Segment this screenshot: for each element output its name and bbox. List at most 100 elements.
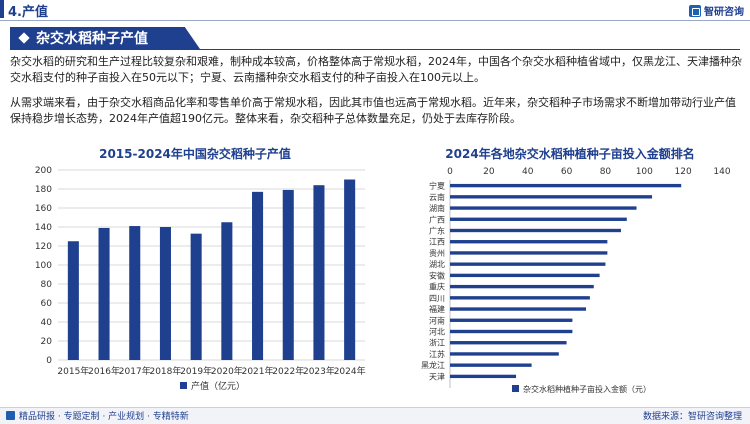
chart2-title: 2024年各地杂交水稻种植种子亩投入金额排名 xyxy=(445,147,695,161)
brand-icon xyxy=(6,411,15,420)
bar xyxy=(450,341,567,345)
bar xyxy=(129,226,141,360)
y-tick-label: 江苏 xyxy=(429,349,445,359)
y-tick-label: 江西 xyxy=(429,238,445,247)
bar xyxy=(450,251,608,255)
bar xyxy=(252,191,264,360)
bar xyxy=(450,273,600,278)
x-tick-label: 2024年 xyxy=(334,365,366,377)
x-tick-label: 2015年 xyxy=(57,365,89,377)
y-tick-label: 河北 xyxy=(429,327,445,337)
footer-tagline-text: 精品研报 · 专题定制 · 产业规划 · 专精特新 xyxy=(19,412,189,422)
footer-source: 数据来源：智研咨询整理 xyxy=(642,412,742,422)
y-tick-label: 天津 xyxy=(429,371,445,381)
x-tick-label: 100 xyxy=(636,167,653,177)
section-title: 4.产值 xyxy=(8,5,48,20)
legend-label: 产值（亿元） xyxy=(191,380,245,392)
footer-tagline: 精品研报 · 专题定制 · 产业规划 · 专精特新 xyxy=(6,409,189,422)
x-tick-label: 60 xyxy=(561,167,573,177)
banner-underline xyxy=(10,49,740,50)
bar xyxy=(221,222,233,360)
y-tick-label: 宁夏 xyxy=(429,181,445,191)
y-tick-label: 广东 xyxy=(429,226,445,236)
bar xyxy=(450,374,517,379)
y-tick-label: 120 xyxy=(35,242,52,252)
seed-cost-ranking-chart: 0 20 40 60 80 100 120 140 宁夏云南湖南广西广东江西贵州湖北安徽重庆四川… xyxy=(421,167,731,394)
y-tick-label: 云南 xyxy=(429,192,445,202)
bar xyxy=(67,241,79,360)
x-tick-label: 2019年 xyxy=(180,365,212,377)
y-tick-label: 重庆 xyxy=(429,282,445,292)
x-tick-label: 0 xyxy=(447,167,453,177)
bar xyxy=(159,227,171,360)
y-tick-label: 60 xyxy=(41,299,53,309)
x-tick-label: 2017年 xyxy=(119,365,151,377)
x-tick-label: 2022年 xyxy=(272,365,304,377)
bar xyxy=(282,189,294,360)
bar xyxy=(450,284,594,289)
y-tick-label: 200 xyxy=(35,166,52,176)
legend-label: 杂交水稻种植种子亩投入金额（元） xyxy=(523,384,651,394)
y-tick-label: 河南 xyxy=(429,315,445,325)
bar xyxy=(450,240,608,244)
y-tick-label: 浙江 xyxy=(429,338,445,348)
y-tick-label: 安徽 xyxy=(429,270,445,280)
x-tick-label: 140 xyxy=(713,167,730,177)
y-tick-label: 黑龙江 xyxy=(421,360,445,370)
bar xyxy=(450,318,573,322)
paragraph-2: 从需求端来看，由于杂交水稻商品化率和零售单价高于常规水稻，因此其市值也远高于常规… xyxy=(10,96,736,125)
x-tick-label: 80 xyxy=(600,167,612,177)
output-value-chart: 0204060801001201401601802002015年2016年201… xyxy=(35,166,366,392)
bar xyxy=(190,233,202,360)
paragraph-1: 杂交水稻的研究和生产过程比较复杂和艰难，制种成本较高，价格整体高于常规水稻，20… xyxy=(10,55,742,84)
logo-text: 智研咨询 xyxy=(704,7,744,18)
bar xyxy=(450,195,653,199)
bar xyxy=(98,227,110,360)
banner-title: 杂交水稻种子产值 xyxy=(36,31,148,47)
bar xyxy=(450,352,559,356)
bar xyxy=(450,183,682,188)
y-tick-label: 160 xyxy=(35,204,52,214)
section-accent xyxy=(0,0,4,18)
y-tick-label: 贵州 xyxy=(429,248,445,258)
y-tick-label: 四川 xyxy=(429,294,445,303)
top-bar: 4.产值 智研咨询 xyxy=(0,0,750,22)
bar xyxy=(450,217,627,221)
bar xyxy=(450,262,606,266)
bar xyxy=(450,296,590,300)
y-tick-label: 100 xyxy=(35,261,52,271)
x-tick-label: 2016年 xyxy=(88,365,120,377)
legend-swatch xyxy=(512,385,519,392)
y-tick-label: 40 xyxy=(41,318,53,328)
bar xyxy=(450,307,586,311)
x-tick-label: 20 xyxy=(483,167,495,177)
x-tick-label: 120 xyxy=(675,167,692,177)
y-tick-label: 广西 xyxy=(429,214,445,224)
top-divider xyxy=(0,20,750,21)
title-banner: 杂交水稻种子产值 xyxy=(10,27,200,49)
diamond-icon xyxy=(18,32,30,44)
footer-bar: 精品研报 · 专题定制 · 产业规划 · 专精特新 数据来源：智研咨询整理 xyxy=(0,407,750,424)
y-tick-label: 湖南 xyxy=(429,203,445,213)
x-tick-label: 2020年 xyxy=(211,365,243,377)
logo-icon xyxy=(689,4,701,17)
bar xyxy=(450,228,621,233)
y-tick-label: 140 xyxy=(35,223,52,233)
brand-logo: 智研咨询 xyxy=(689,3,744,18)
y-tick-label: 湖北 xyxy=(429,260,445,269)
x-tick-label: 40 xyxy=(522,167,534,177)
y-tick-label: 80 xyxy=(41,280,53,290)
bar xyxy=(313,185,325,360)
y-tick-label: 福建 xyxy=(429,304,445,314)
y-tick-label: 20 xyxy=(41,337,53,347)
bar xyxy=(344,179,356,360)
chart1-title: 2015-2024年中国杂交稻种子产值 xyxy=(99,147,291,161)
y-tick-label: 180 xyxy=(35,185,52,195)
bar xyxy=(450,206,637,210)
x-tick-label: 2021年 xyxy=(242,365,274,377)
x-tick-label: 2023年 xyxy=(303,365,335,377)
legend-swatch xyxy=(180,382,187,389)
bar xyxy=(450,329,573,334)
x-tick-label: 2018年 xyxy=(149,365,181,377)
y-tick-label: 0 xyxy=(46,356,52,366)
